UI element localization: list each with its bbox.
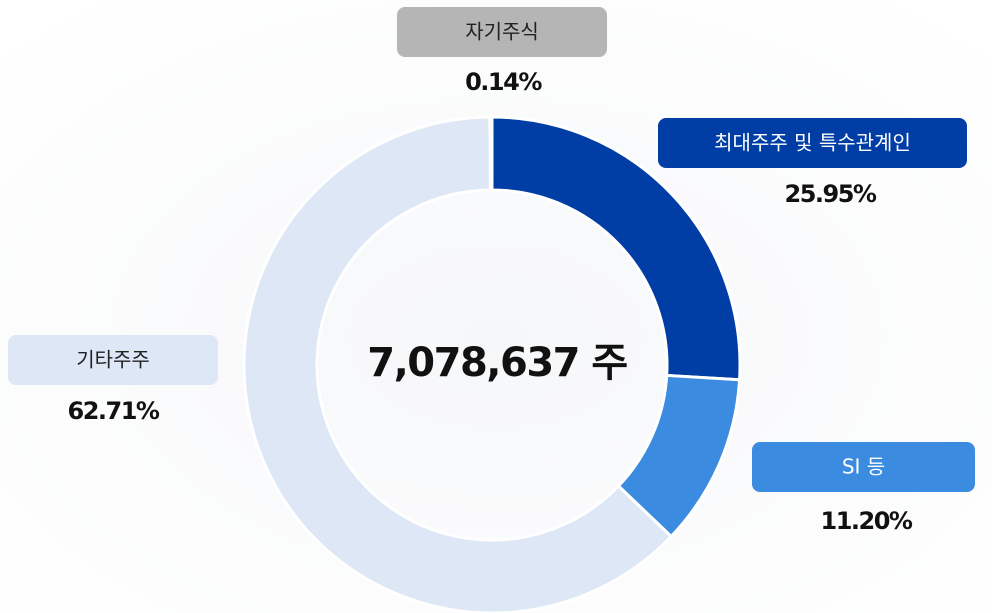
label-box	[658, 118, 967, 168]
center-label: 7,078,637 주	[367, 340, 627, 386]
category-label: 기타주주	[76, 348, 150, 372]
donut-slice	[242, 115, 674, 613]
label-box	[8, 335, 218, 385]
value-label: 62.71%	[68, 397, 160, 425]
value-label: 0.14%	[465, 68, 542, 96]
label-box	[397, 7, 607, 57]
category-label: 자기주식	[465, 20, 539, 44]
category-label: SI 등	[842, 455, 885, 479]
donut-slice	[488, 115, 494, 192]
label-box	[752, 442, 975, 492]
donut-slice	[490, 115, 742, 382]
category-label: 최대주주 및 특수관계인	[714, 131, 911, 155]
value-label: 11.20%	[821, 507, 913, 535]
value-label: 25.95%	[785, 180, 877, 208]
donut	[242, 115, 742, 613]
